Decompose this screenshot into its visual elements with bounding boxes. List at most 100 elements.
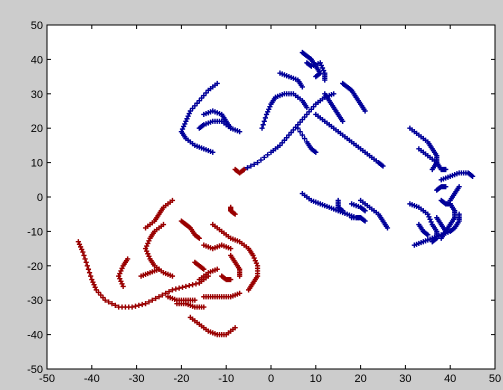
data-point bbox=[265, 152, 271, 158]
data-point bbox=[228, 276, 234, 283]
x-tick-label: 30 bbox=[399, 373, 411, 385]
data-point bbox=[142, 225, 149, 231]
x-tick-label: 0 bbox=[268, 373, 274, 385]
data-point bbox=[237, 290, 243, 296]
x-tick-label: 10 bbox=[310, 373, 322, 385]
x-tick-label: 20 bbox=[354, 373, 366, 385]
data-point bbox=[313, 74, 319, 80]
data-point bbox=[248, 163, 254, 169]
data-point bbox=[362, 208, 368, 214]
data-point bbox=[232, 211, 238, 217]
data-point bbox=[258, 157, 264, 163]
series-0 bbox=[178, 49, 476, 248]
data-point bbox=[80, 249, 86, 255]
y-tick-label: 30 bbox=[31, 89, 43, 101]
data-point bbox=[201, 304, 207, 310]
data-point bbox=[443, 184, 449, 190]
data-point bbox=[109, 301, 115, 307]
data-point bbox=[470, 173, 476, 179]
y-tick-label: -30 bbox=[27, 295, 43, 307]
data-point bbox=[112, 302, 118, 308]
data-point bbox=[456, 211, 462, 217]
data-point bbox=[129, 304, 135, 310]
data-point bbox=[340, 208, 346, 214]
y-tick-label: 0 bbox=[37, 192, 43, 204]
data-point bbox=[380, 163, 386, 169]
data-point bbox=[299, 132, 305, 138]
data-point bbox=[136, 302, 142, 308]
data-point bbox=[261, 118, 267, 124]
data-point bbox=[139, 301, 145, 308]
data-point bbox=[313, 149, 319, 155]
data-point bbox=[163, 290, 169, 296]
y-tick-label: -50 bbox=[27, 364, 43, 376]
data-point bbox=[196, 235, 202, 241]
data-point bbox=[81, 252, 87, 259]
data-point bbox=[232, 325, 238, 331]
x-tick-label: -30 bbox=[129, 373, 145, 385]
data-point bbox=[241, 166, 247, 173]
data-point bbox=[84, 263, 90, 269]
plot-area bbox=[47, 25, 495, 369]
data-point bbox=[304, 104, 310, 111]
data-point bbox=[362, 108, 368, 114]
y-tick-label: -20 bbox=[27, 261, 43, 273]
data-point bbox=[237, 273, 243, 279]
data-point bbox=[302, 135, 308, 142]
data-point bbox=[120, 283, 126, 290]
data-point bbox=[106, 299, 112, 305]
data-point bbox=[82, 256, 88, 262]
data-point bbox=[156, 294, 162, 300]
data-point bbox=[192, 297, 198, 303]
x-tick-label: 50 bbox=[489, 373, 501, 385]
data-point bbox=[83, 259, 89, 265]
data-point bbox=[193, 281, 199, 287]
x-tick-label: -40 bbox=[84, 373, 100, 385]
data-point bbox=[443, 166, 449, 173]
data-point bbox=[85, 266, 92, 272]
data-point bbox=[299, 84, 305, 90]
data-point bbox=[169, 273, 176, 279]
data-point bbox=[322, 77, 328, 83]
data-point bbox=[295, 125, 301, 131]
x-tick-label: -50 bbox=[39, 373, 55, 385]
data-point bbox=[173, 286, 179, 292]
data-point bbox=[132, 303, 139, 309]
data-point bbox=[254, 160, 261, 166]
axes: -50 -40 -30 -20 -10 0 10 20 30 40 50 -50 -40 -30 -20 -1… bbox=[27, 20, 501, 385]
data-point bbox=[214, 266, 220, 272]
data-point bbox=[201, 266, 207, 272]
y-tick-label: 50 bbox=[31, 20, 43, 32]
series-layer bbox=[75, 49, 476, 338]
data-point bbox=[169, 287, 176, 293]
data-point bbox=[340, 118, 346, 124]
data-point bbox=[331, 91, 337, 97]
data-point bbox=[429, 166, 435, 173]
data-point bbox=[159, 292, 165, 298]
data-point bbox=[251, 161, 257, 167]
data-point bbox=[153, 295, 159, 302]
data-point bbox=[244, 165, 251, 171]
data-point bbox=[259, 125, 265, 131]
data-point bbox=[149, 297, 155, 303]
x-tick-label: -10 bbox=[218, 373, 234, 385]
data-point bbox=[362, 218, 368, 224]
data-point bbox=[297, 129, 303, 135]
data-point bbox=[447, 197, 453, 204]
data-point bbox=[176, 285, 182, 291]
data-point bbox=[179, 284, 186, 290]
data-point bbox=[260, 122, 266, 128]
data-point bbox=[102, 297, 108, 303]
data-point bbox=[146, 299, 152, 305]
data-point bbox=[166, 289, 172, 295]
data-point bbox=[186, 282, 192, 289]
data-point bbox=[228, 246, 234, 252]
y-tick-label: 40 bbox=[31, 54, 43, 66]
y-tick-label: 20 bbox=[31, 123, 43, 135]
x-tick-label: -20 bbox=[173, 373, 189, 385]
y-tick-label: -40 bbox=[27, 330, 43, 342]
series-1 bbox=[75, 166, 261, 338]
data-point bbox=[425, 232, 431, 238]
data-point bbox=[86, 270, 93, 276]
